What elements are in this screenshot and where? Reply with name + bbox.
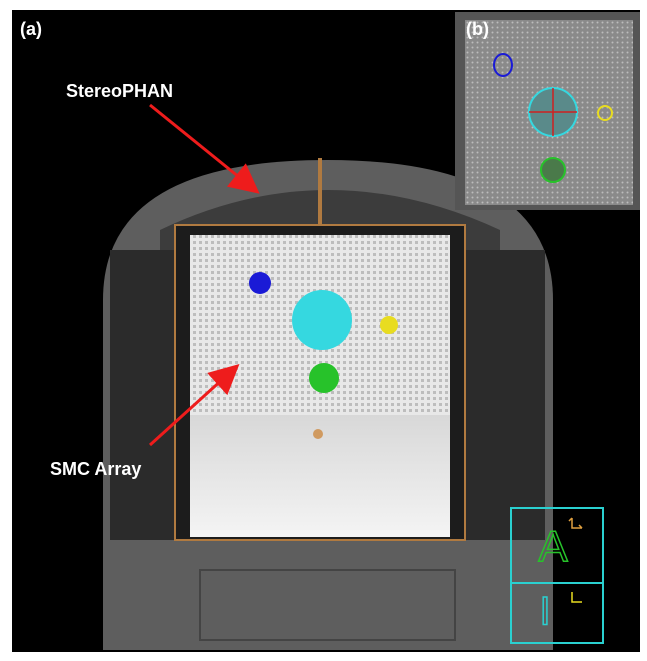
panel-label: (a) <box>20 19 42 39</box>
page: A I (a) (b) StereoPHAN SMC Array (() => … <box>0 0 647 661</box>
phantom-side <box>465 250 545 540</box>
orientation-letter: I <box>539 590 550 634</box>
contour-green <box>541 158 565 182</box>
annotation: SMC Array <box>50 459 141 479</box>
panel-label: (b) <box>466 19 489 39</box>
annotation: StereoPHAN <box>66 81 173 101</box>
marker <box>313 429 323 439</box>
sphere-green <box>309 363 339 393</box>
orientation-letter: A <box>538 523 568 572</box>
sphere-yellow <box>380 316 398 334</box>
phantom-side <box>110 250 175 540</box>
sphere-cyan <box>292 290 352 350</box>
rod <box>318 158 322 226</box>
figure: A I (a) (b) StereoPHAN SMC Array <box>0 0 647 661</box>
sphere-blue <box>249 272 271 294</box>
